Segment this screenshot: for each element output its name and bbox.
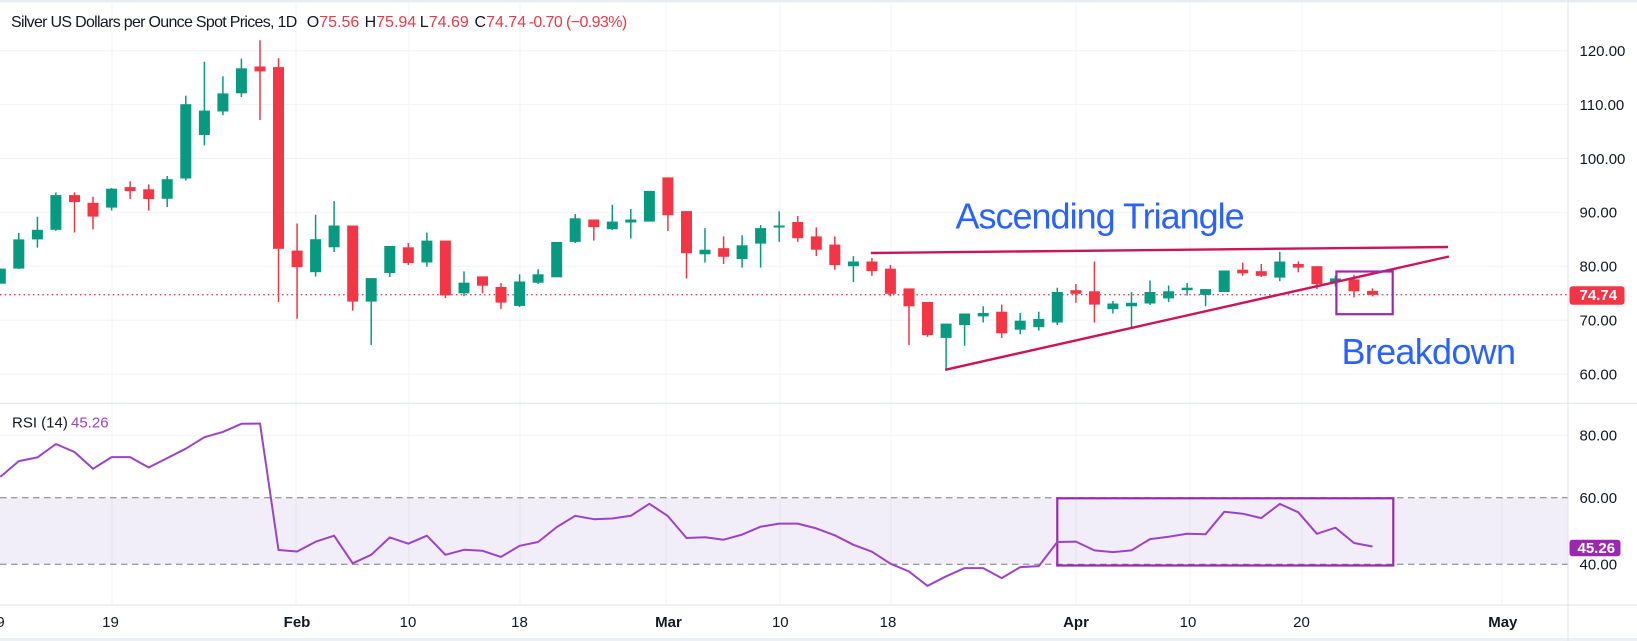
svg-text:O75.56: O75.56	[307, 14, 360, 31]
svg-text:80.00: 80.00	[1580, 428, 1618, 445]
svg-text:18: 18	[511, 614, 528, 631]
svg-text:-0.70 (−0.93%): -0.70 (−0.93%)	[529, 14, 627, 31]
svg-text:L74.69: L74.69	[420, 14, 469, 31]
svg-text:100.00: 100.00	[1580, 151, 1626, 168]
svg-text:Mar: Mar	[655, 614, 682, 631]
svg-text:60.00: 60.00	[1580, 490, 1618, 507]
svg-text:Silver US Dollars per Ounce Sp: Silver US Dollars per Ounce Spot Prices,…	[11, 14, 297, 31]
svg-text:RSI (14): RSI (14)	[12, 415, 68, 432]
svg-text:C74.74: C74.74	[475, 14, 527, 31]
svg-text:60.00: 60.00	[1580, 366, 1618, 383]
svg-text:110.00: 110.00	[1580, 97, 1625, 114]
svg-text:19: 19	[102, 614, 119, 631]
svg-text:80.00: 80.00	[1580, 259, 1618, 276]
svg-text:10: 10	[400, 614, 417, 631]
svg-text:45.26: 45.26	[1578, 540, 1616, 557]
svg-text:120.00: 120.00	[1580, 43, 1626, 60]
svg-text:20: 20	[1293, 614, 1310, 631]
svg-text:Breakdown: Breakdown	[1342, 331, 1516, 372]
svg-text:18: 18	[880, 614, 897, 631]
svg-text:10: 10	[1180, 614, 1197, 631]
svg-text:70.00: 70.00	[1580, 313, 1618, 330]
svg-text:45.26: 45.26	[71, 415, 109, 432]
svg-text:Ascending Triangle: Ascending Triangle	[956, 195, 1244, 236]
svg-text:90.00: 90.00	[1580, 205, 1618, 222]
svg-text:74.74: 74.74	[1580, 287, 1618, 304]
svg-text:H75.94: H75.94	[365, 14, 417, 31]
svg-text:Feb: Feb	[284, 614, 311, 631]
svg-text:9: 9	[0, 614, 5, 631]
svg-text:40.00: 40.00	[1580, 557, 1618, 574]
svg-text:10: 10	[772, 614, 789, 631]
svg-text:Apr: Apr	[1063, 614, 1089, 631]
svg-text:May: May	[1488, 614, 1518, 631]
